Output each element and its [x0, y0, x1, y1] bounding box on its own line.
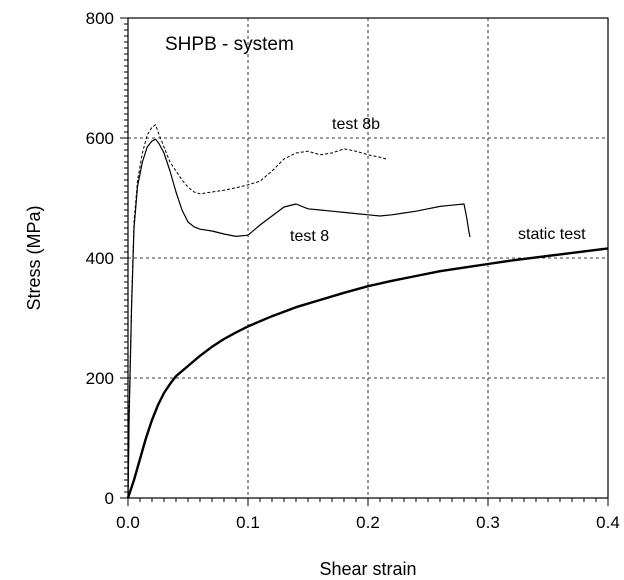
series-annotation: test 8: [290, 228, 329, 245]
x-tick-label: 0.2: [356, 513, 380, 532]
series-line-test-8: [127, 138, 471, 499]
y-tick-label: 200: [86, 369, 114, 388]
y-tick-label: 600: [86, 129, 114, 148]
x-tick-label: 0.4: [596, 513, 620, 532]
series-annotation: test 8b: [332, 116, 380, 133]
grid: [128, 18, 608, 498]
y-axis-title: Stress (MPa): [24, 205, 44, 310]
series-line-test-8b: [127, 124, 387, 499]
x-axis-title: Shear strain: [319, 559, 416, 579]
chart-title: SHPB - system: [165, 34, 294, 55]
x-tick-label: 0.0: [116, 513, 140, 532]
y-tick-label: 800: [86, 9, 114, 28]
x-tick-labels: 0.0 0.1 0.2 0.3 0.4: [116, 513, 620, 532]
plot-frame: [127, 17, 609, 499]
y-tick-labels: 0 200 400 600 800: [86, 9, 114, 508]
series-line-static-test: [126, 247, 609, 499]
x-tick-label: 0.3: [476, 513, 500, 532]
y-tick-label: 400: [86, 249, 114, 268]
annotations: test 8b test 8 static test: [290, 116, 586, 245]
series-layer: [126, 124, 609, 499]
minor-ticks: [120, 17, 609, 506]
series-annotation: static test: [518, 226, 586, 243]
y-tick-label: 0: [105, 489, 114, 508]
x-tick-label: 0.1: [236, 513, 260, 532]
